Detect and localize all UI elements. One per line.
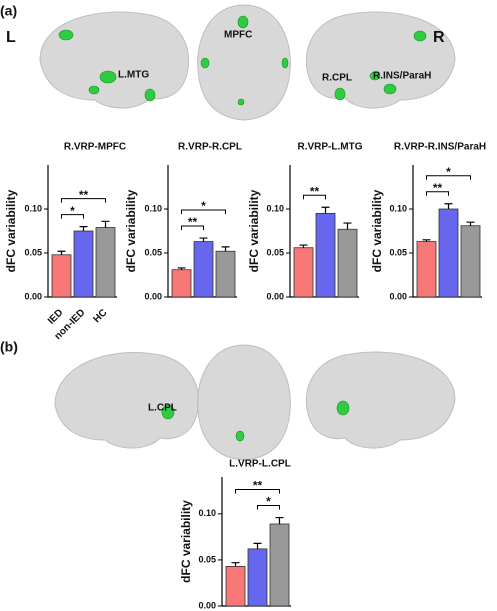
bar — [315, 212, 336, 298]
y-tick-label: 0.10 — [144, 203, 162, 213]
y-tick-label: 0.00 — [198, 600, 216, 610]
bar — [460, 225, 481, 298]
bar — [269, 523, 290, 607]
chart-title: R.VRP-R.CPL — [178, 142, 242, 153]
y-axis-label: dFC variability — [124, 189, 138, 272]
brain-top — [197, 4, 291, 121]
region-label: MPFC — [224, 30, 252, 41]
brain-left — [39, 11, 190, 109]
error-bar — [177, 267, 186, 270]
y-axis-label: dFC variability — [247, 189, 261, 272]
error-bar — [275, 516, 284, 524]
region-label: L.CPL — [148, 403, 177, 414]
error-bar — [299, 244, 308, 248]
x-tick-label: HC — [91, 307, 109, 325]
chart-title: R.VRP-R.INS/ParaH — [394, 142, 486, 153]
error-bar — [466, 221, 475, 226]
y-tick-label: 0.05 — [24, 247, 42, 257]
bar — [438, 208, 459, 298]
panel-label: (b) — [0, 339, 18, 355]
error-bar — [343, 222, 352, 230]
bar — [293, 247, 314, 298]
significance-label: * — [446, 165, 451, 179]
bar — [193, 241, 214, 298]
error-bar — [444, 203, 453, 209]
error-bar — [57, 250, 66, 255]
significance-label: * — [70, 204, 75, 218]
y-tick-label: 0.05 — [389, 247, 407, 257]
significance-bracket — [426, 175, 471, 180]
bar — [51, 254, 72, 298]
significance-label: ** — [253, 479, 263, 493]
significance-bracket — [181, 209, 226, 215]
y-tick-label: 0.00 — [24, 291, 42, 301]
y-tick-label: 0.00 — [389, 291, 407, 301]
y-axis-label: dFC variability — [4, 189, 18, 272]
brain-top — [197, 344, 291, 461]
error-bar — [221, 246, 230, 252]
y-tick-label: 0.10 — [198, 508, 216, 518]
y-tick-label: 0.00 — [266, 291, 284, 301]
error-bar — [101, 220, 110, 228]
bar — [416, 241, 437, 298]
y-tick-label: 0.10 — [24, 203, 42, 213]
hemisphere-label: L — [6, 29, 16, 46]
brain-right — [305, 351, 456, 449]
significance-label: ** — [310, 184, 320, 198]
significance-label: ** — [433, 181, 443, 195]
error-bar — [199, 237, 208, 242]
significance-bracket — [235, 489, 280, 494]
error-bar — [422, 239, 431, 242]
significance-bracket — [257, 505, 280, 510]
significance-label: * — [201, 199, 206, 213]
y-tick-label: 0.05 — [266, 247, 284, 257]
bar — [171, 269, 192, 298]
bar — [337, 228, 358, 298]
error-bar — [231, 562, 240, 567]
chart-title: R.VRP-L.MTG — [298, 142, 363, 153]
error-bar — [79, 226, 88, 231]
significance-bracket — [303, 194, 326, 200]
bar — [95, 227, 116, 298]
hemisphere-label: R — [433, 29, 445, 46]
y-tick-label: 0.10 — [266, 203, 284, 213]
significance-bracket — [61, 198, 106, 203]
y-tick-label: 0.10 — [389, 203, 407, 213]
region-label: L.MTG — [118, 70, 149, 81]
error-bar — [321, 206, 330, 214]
region-label: R.INS/ParaH — [373, 71, 431, 82]
bar — [225, 565, 246, 607]
significance-bracket — [181, 225, 204, 231]
significance-bracket — [61, 214, 84, 219]
significance-label: * — [266, 495, 271, 509]
y-tick-label: 0.00 — [144, 291, 162, 301]
bar — [215, 250, 236, 298]
y-axis-label: dFC variability — [370, 189, 384, 272]
chart-title: L.VRP-L.CPL — [229, 459, 291, 470]
y-axis-label: dFC variability — [179, 500, 193, 583]
brain-right — [305, 11, 456, 109]
significance-label: ** — [79, 188, 89, 202]
bar — [73, 230, 94, 298]
error-bar — [253, 542, 262, 549]
significance-label: ** — [188, 215, 198, 229]
y-tick-label: 0.05 — [198, 554, 216, 564]
chart-title: R.VRP-MPFC — [64, 142, 126, 153]
significance-bracket — [426, 191, 449, 196]
bar — [247, 548, 268, 607]
region-label: R.CPL — [322, 73, 352, 84]
panel-label: (a) — [0, 3, 17, 19]
brain-left — [54, 351, 200, 449]
y-tick-label: 0.05 — [144, 247, 162, 257]
